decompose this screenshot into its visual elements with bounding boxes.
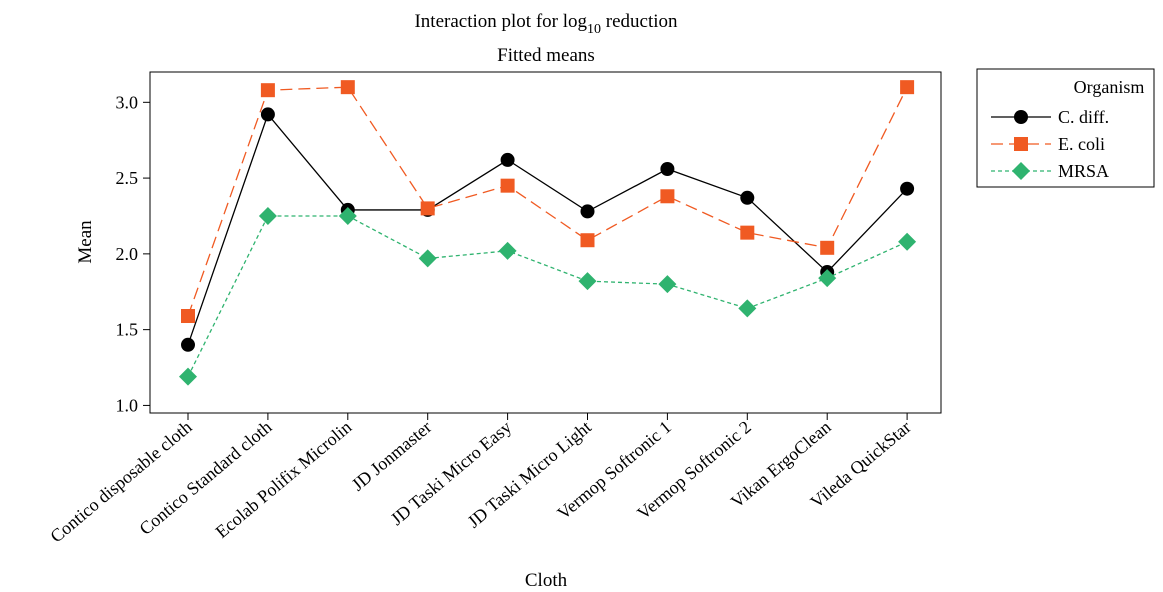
data-point-mrsa: [818, 269, 837, 288]
data-point-e-coli: [420, 201, 435, 216]
data-point-mrsa: [179, 367, 197, 386]
axes-group: 1.0 1.5 2.0 2.5 3.0 Contico disposable clothC…: [46, 92, 914, 546]
series-line-c-diff: [187, 113, 908, 346]
legend-title: Organism: [1074, 77, 1145, 97]
data-point-c-diff: [181, 337, 195, 352]
data-point-mrsa: [578, 272, 597, 291]
legend-marker-c-diff: [1014, 110, 1028, 124]
data-point-c-diff: [260, 107, 275, 122]
y-axis-label: Mean: [75, 220, 96, 264]
data-point-e-coli: [900, 80, 915, 95]
data-point-e-coli: [820, 240, 835, 255]
data-point-c-diff: [900, 181, 915, 196]
legend-marker-mrsa: [1012, 162, 1030, 180]
series-group: [179, 80, 917, 386]
data-point-mrsa: [338, 206, 357, 225]
legend-label-c-diff: C. diff.: [1058, 107, 1109, 127]
data-point-c-diff: [740, 190, 755, 205]
data-point-mrsa: [898, 232, 917, 251]
data-point-mrsa: [738, 299, 757, 318]
legend-frame: [976, 68, 1155, 188]
data-point-c-diff: [580, 204, 595, 219]
x-tick-label: Contico Standard cloth: [135, 417, 275, 539]
legend-marker-e-coli: [1014, 137, 1028, 151]
data-point-mrsa: [418, 249, 437, 268]
y-tick-label: 1.5: [116, 320, 139, 340]
plot-area-frame: [149, 71, 942, 414]
series-line-e-coli: [187, 86, 908, 317]
x-tick-label: Contico disposable cloth: [46, 417, 195, 547]
data-point-mrsa: [258, 206, 277, 225]
legend: Organism C. diff. E. coli MRSA: [976, 68, 1155, 188]
x-tick-label: Ecolab Polifix Microlin: [212, 417, 356, 542]
data-point-e-coli: [260, 83, 275, 98]
data-point-e-coli: [740, 225, 755, 240]
data-point-e-coli: [580, 233, 595, 248]
chart-subtitle: Fitted means: [497, 45, 595, 66]
legend-label-e-coli: E. coli: [1058, 134, 1105, 154]
data-point-e-coli: [660, 189, 675, 204]
y-tick-label: 2.5: [116, 168, 139, 188]
y-tick-label: 2.0: [116, 244, 139, 264]
data-point-e-coli: [340, 80, 355, 95]
data-point-c-diff: [660, 161, 675, 176]
y-tick-label: 3.0: [116, 92, 139, 112]
x-axis-label: Cloth: [525, 570, 568, 591]
data-point-e-coli: [181, 309, 195, 324]
data-point-c-diff: [500, 152, 515, 167]
data-point-e-coli: [500, 178, 515, 193]
series-line-mrsa: [187, 215, 908, 377]
data-point-mrsa: [658, 275, 677, 294]
chart-title: Interaction plot for log10 reduction: [414, 11, 678, 37]
y-tick-label: 1.0: [116, 395, 139, 415]
legend-label-mrsa: MRSA: [1058, 161, 1109, 181]
data-point-mrsa: [498, 241, 517, 260]
